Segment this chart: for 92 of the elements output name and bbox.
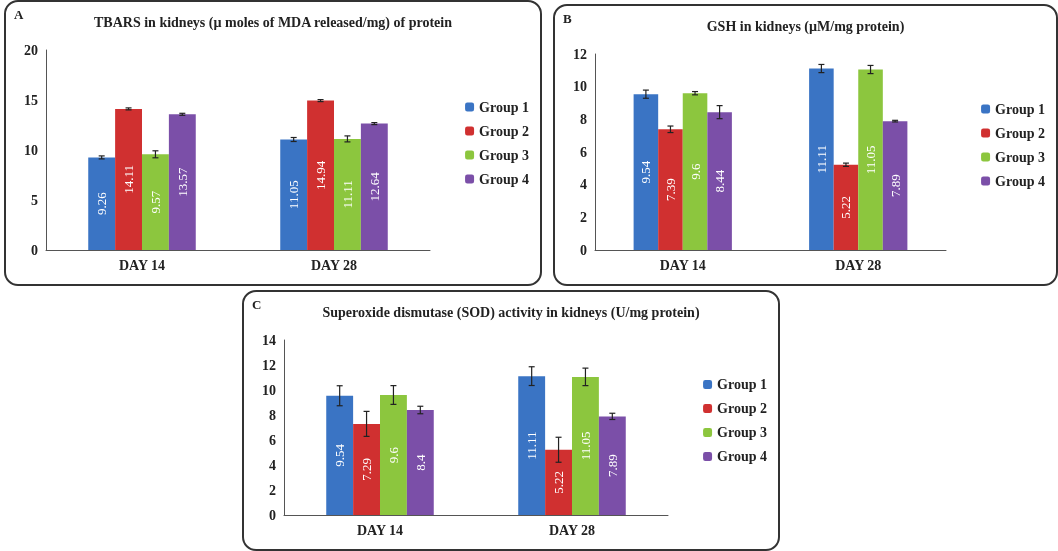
y-tick-label: 5: [31, 192, 38, 208]
y-tick-label: 15: [24, 92, 38, 108]
data-label: 14.11: [121, 165, 137, 194]
bar: [598, 416, 626, 515]
bar: [707, 112, 732, 250]
bar: [280, 139, 308, 250]
legend-label: Group 3: [479, 147, 530, 163]
bar: [115, 108, 142, 250]
data-label: 8.4: [412, 453, 428, 471]
bar: [545, 449, 572, 515]
data-label: 7.89: [604, 454, 620, 478]
legend-label: Group 4: [479, 171, 530, 187]
data-label: 12.64: [366, 171, 382, 202]
y-tick-label: 12: [573, 46, 587, 62]
data-label: 5.22: [551, 471, 567, 494]
y-tick-label: 10: [24, 142, 38, 158]
data-label: 9.6: [385, 446, 401, 464]
y-tick-label: 6: [269, 432, 276, 448]
y-tick-label: 12: [262, 357, 276, 373]
x-tick-label: DAY 28: [835, 257, 882, 273]
bar: [658, 129, 683, 250]
chart-title: GSH in kidneys (µM/mg protein): [706, 18, 905, 35]
x-tick-label: DAY 14: [659, 257, 706, 273]
y-tick-label: 6: [580, 144, 587, 160]
y-tick-label: 0: [269, 507, 276, 523]
legend-label: Group 1: [717, 377, 768, 392]
data-label: 8.44: [712, 169, 728, 193]
legend-label: Group 1: [995, 101, 1046, 117]
bar: [682, 93, 708, 250]
bar: [88, 157, 116, 250]
data-label: 11.11: [813, 145, 829, 174]
legend-label: Group 1: [479, 99, 530, 115]
data-label: 9.57: [147, 190, 163, 214]
data-label: 9.6: [687, 162, 703, 180]
y-tick-label: 4: [269, 457, 276, 473]
bar: [334, 138, 361, 250]
legend-label: Group 4: [717, 449, 768, 464]
y-tick-label: 2: [580, 209, 587, 225]
legend-label: Group 3: [717, 425, 768, 440]
text: A: [14, 7, 24, 22]
data-label: 11.11: [524, 431, 540, 460]
bar: [633, 94, 659, 250]
data-label: 11.05: [577, 431, 593, 461]
data-label: 5.22: [838, 195, 854, 219]
x-tick-label: DAY 14: [118, 257, 166, 273]
bar: [572, 376, 599, 515]
legend-label: Group 3: [995, 149, 1046, 165]
bar: [809, 68, 834, 250]
text: C: [252, 297, 262, 312]
bar: [168, 114, 196, 250]
data-label: 14.94: [313, 160, 329, 190]
legend-label: Group 2: [995, 125, 1046, 141]
data-label: 7.89: [887, 174, 903, 197]
y-tick-label: 20: [24, 42, 38, 58]
data-label: 9.54: [638, 160, 654, 184]
y-tick-label: 8: [269, 407, 276, 423]
bar: [142, 154, 169, 250]
y-tick-label: 8: [580, 111, 587, 127]
data-label: 11.05: [863, 145, 879, 175]
data-label: 7.39: [662, 178, 678, 202]
x-tick-label: DAY 14: [356, 522, 404, 538]
data-label: 9.54: [332, 443, 348, 467]
chart-title: TBARS in kidneys (µ moles of MDA released/mg) of protein: [94, 14, 453, 31]
legend-label: Group 2: [717, 401, 768, 416]
chart-title: Superoxide dismutase (SOD) activity in kidneys (U/mg protein): [322, 304, 700, 321]
y-tick-label: 10: [262, 382, 276, 398]
y-tick-label: 4: [580, 177, 587, 193]
bar: [307, 100, 334, 250]
y-tick-label: 10: [573, 79, 587, 95]
y-tick-label: 14: [262, 332, 276, 348]
bar: [833, 164, 859, 250]
y-tick-label: 2: [269, 482, 276, 498]
bar: [380, 395, 407, 515]
y-tick-label: 0: [31, 242, 38, 258]
y-tick-label: 0: [580, 242, 587, 258]
bar: [360, 123, 388, 250]
bar: [518, 376, 546, 515]
x-tick-label: DAY 28: [548, 522, 596, 538]
data-label: 11.11: [339, 180, 355, 209]
data-label: 13.57: [174, 167, 190, 197]
data-label: 9.26: [94, 191, 110, 216]
bar: [858, 69, 883, 250]
bar: [406, 410, 434, 515]
legend-label: Group 2: [479, 123, 530, 139]
legend-label: Group 4: [995, 173, 1046, 189]
data-label: 7.29: [359, 458, 375, 481]
bar: [353, 423, 380, 515]
bar: [882, 121, 908, 250]
text: B: [563, 11, 572, 26]
data-label: 11.05: [286, 180, 302, 210]
bar: [326, 395, 354, 515]
x-tick-label: DAY 28: [310, 257, 358, 273]
